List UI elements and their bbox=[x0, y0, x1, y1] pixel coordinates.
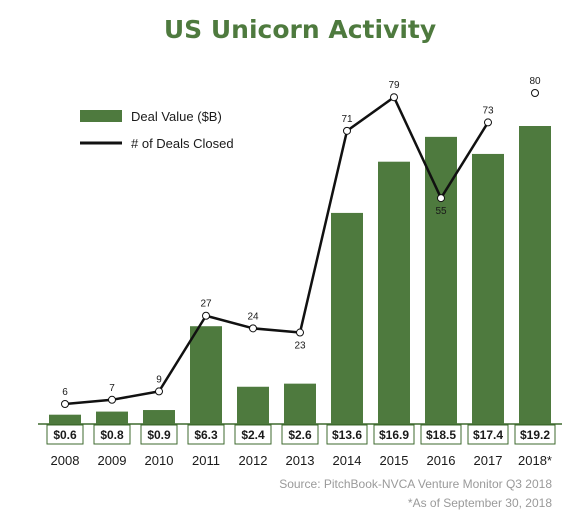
legend: Deal Value ($B) # of Deals Closed bbox=[80, 109, 234, 151]
bars-group bbox=[49, 126, 551, 425]
deal-count-label: 80 bbox=[529, 76, 541, 87]
value-label: $0.8 bbox=[100, 428, 124, 442]
deal-count-label: 9 bbox=[156, 374, 162, 385]
value-label: $6.3 bbox=[194, 428, 218, 442]
deal-point-2009 bbox=[108, 395, 116, 404]
value-labels-group: $0.6 $0.8 $0.9 $6.3 $2.4 $2.6 $13.6 $16.9 $18.5 $… bbox=[46, 424, 556, 445]
value-label-box bbox=[46, 424, 84, 445]
x-tick-label: 2011 bbox=[192, 453, 220, 468]
value-label: $0.6 bbox=[53, 428, 77, 442]
value-label: $2.4 bbox=[241, 428, 265, 442]
x-tick-label: 2012 bbox=[239, 453, 268, 468]
value-label-box bbox=[420, 424, 462, 445]
x-ticks-group: 2008 2009 2010 2011 2012 2013 2014 2015 2016 2017… bbox=[51, 453, 552, 468]
deal-count-label: 7 bbox=[109, 383, 115, 394]
value-label: $0.9 bbox=[147, 428, 171, 442]
bar-2011 bbox=[190, 326, 222, 424]
deal-point-2008 bbox=[61, 400, 69, 408]
deal-count-label: 73 bbox=[482, 105, 494, 116]
value-label-box bbox=[140, 424, 178, 445]
deal-point-2012 bbox=[249, 324, 257, 333]
deal-point-2015 bbox=[390, 93, 398, 102]
value-label-box bbox=[514, 424, 556, 445]
deal-count-label: 71 bbox=[341, 114, 353, 125]
legend-line-label: # of Deals Closed bbox=[131, 136, 234, 151]
bar-2015 bbox=[378, 161, 410, 424]
deal-count-label: 27 bbox=[200, 299, 212, 310]
value-label: $19.2 bbox=[520, 428, 550, 442]
deal-point-2011 bbox=[202, 311, 210, 320]
value-label: $13.6 bbox=[332, 428, 362, 442]
bar-2010 bbox=[143, 410, 175, 424]
deal-point-2016 bbox=[437, 194, 445, 203]
x-tick-label: 2016 bbox=[427, 453, 456, 468]
value-label-box bbox=[234, 424, 272, 445]
deals-line bbox=[64, 95, 490, 406]
chart-title: US Unicorn Activity bbox=[164, 15, 436, 44]
deal-count-label: 23 bbox=[294, 341, 306, 352]
x-tick-label: 2009 bbox=[98, 453, 127, 468]
date-note: *As of September 30, 2018 bbox=[408, 496, 552, 510]
deal-point-2010 bbox=[155, 387, 163, 396]
source-note: Source: PitchBook-NVCA Venture Monitor Q… bbox=[279, 477, 552, 491]
bar-2017 bbox=[472, 153, 504, 424]
deal-point-2018* bbox=[531, 89, 539, 97]
deal-count-label: 6 bbox=[62, 387, 68, 398]
x-tick-label: 2014 bbox=[333, 453, 362, 468]
deal-point-2017 bbox=[484, 118, 492, 127]
bar-2009 bbox=[96, 411, 128, 424]
bar-2008 bbox=[49, 414, 81, 424]
bar-2016 bbox=[425, 136, 457, 425]
value-label-box bbox=[326, 424, 368, 445]
bar-2013 bbox=[284, 383, 316, 424]
value-label: $18.5 bbox=[426, 428, 456, 442]
deal-count-label: 79 bbox=[388, 80, 400, 91]
value-label: $17.4 bbox=[473, 428, 503, 442]
x-tick-label: 2008 bbox=[51, 453, 80, 468]
value-label-box bbox=[281, 424, 319, 445]
value-label-box bbox=[187, 424, 225, 445]
bar-2018* bbox=[519, 126, 551, 424]
legend-bar-label: Deal Value ($B) bbox=[131, 109, 222, 124]
deal-count-label: 24 bbox=[247, 311, 259, 322]
value-label: $2.6 bbox=[288, 428, 312, 442]
value-label: $16.9 bbox=[379, 428, 409, 442]
deal-point-2013 bbox=[296, 328, 304, 337]
value-label-box bbox=[373, 424, 415, 445]
bar-2012 bbox=[237, 386, 269, 424]
x-tick-label: 2018* bbox=[518, 453, 552, 468]
deal-count-label: 55 bbox=[435, 206, 447, 217]
x-tick-label: 2010 bbox=[145, 453, 174, 468]
x-tick-label: 2017 bbox=[474, 453, 503, 468]
value-label-box bbox=[467, 424, 509, 445]
deal-point-2014 bbox=[343, 126, 351, 135]
x-tick-label: 2013 bbox=[286, 453, 315, 468]
x-tick-label: 2015 bbox=[380, 453, 409, 468]
value-label-box bbox=[93, 424, 131, 445]
legend-bar-swatch bbox=[80, 110, 122, 122]
bar-2014 bbox=[331, 212, 363, 424]
